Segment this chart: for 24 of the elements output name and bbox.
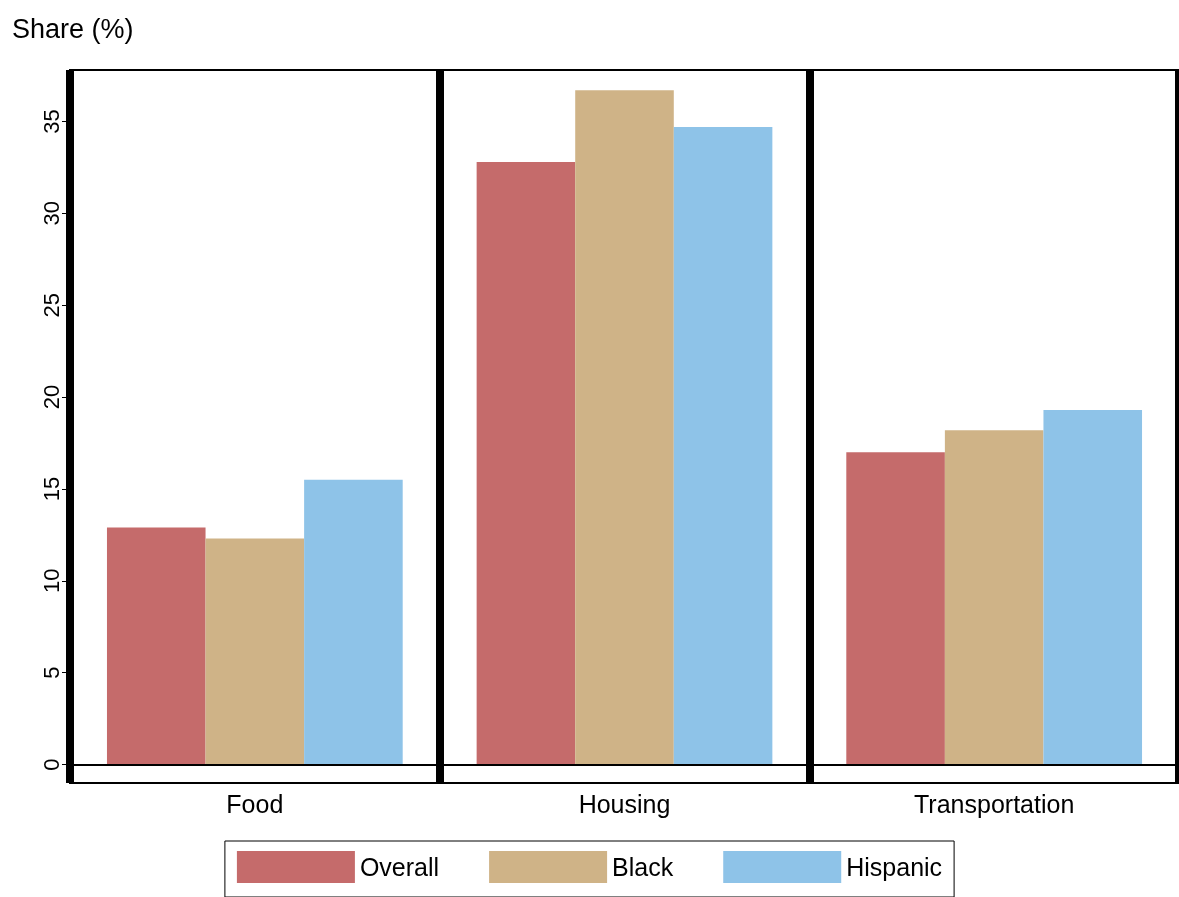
legend-label: Black (612, 853, 674, 881)
y-tick-label: 25 (38, 292, 64, 318)
y-tick-label: 35 (38, 109, 64, 134)
bar (476, 161, 576, 765)
bar (846, 452, 945, 765)
bar (1043, 409, 1143, 765)
x-tick-label: Food (226, 789, 284, 818)
y-tick-label: 5 (38, 666, 64, 679)
legend-label: Hispanic (846, 853, 943, 881)
y-tick-label: 0 (38, 758, 64, 771)
y-tick-label: 30 (38, 201, 64, 226)
y-tick-label: 15 (38, 476, 64, 502)
bar (944, 430, 1044, 765)
bar (205, 538, 305, 765)
y-tick-label: 10 (38, 568, 64, 594)
x-tick-label: Transportation (914, 789, 1075, 818)
bar (575, 90, 674, 765)
legend-label: Overall (359, 853, 440, 881)
bar (106, 527, 206, 765)
bar (673, 126, 773, 765)
x-tick-label: Housing (578, 789, 671, 818)
y-axis-title: Share (%) (12, 13, 134, 44)
y-tick-label: 20 (38, 384, 64, 410)
bar (304, 479, 403, 765)
